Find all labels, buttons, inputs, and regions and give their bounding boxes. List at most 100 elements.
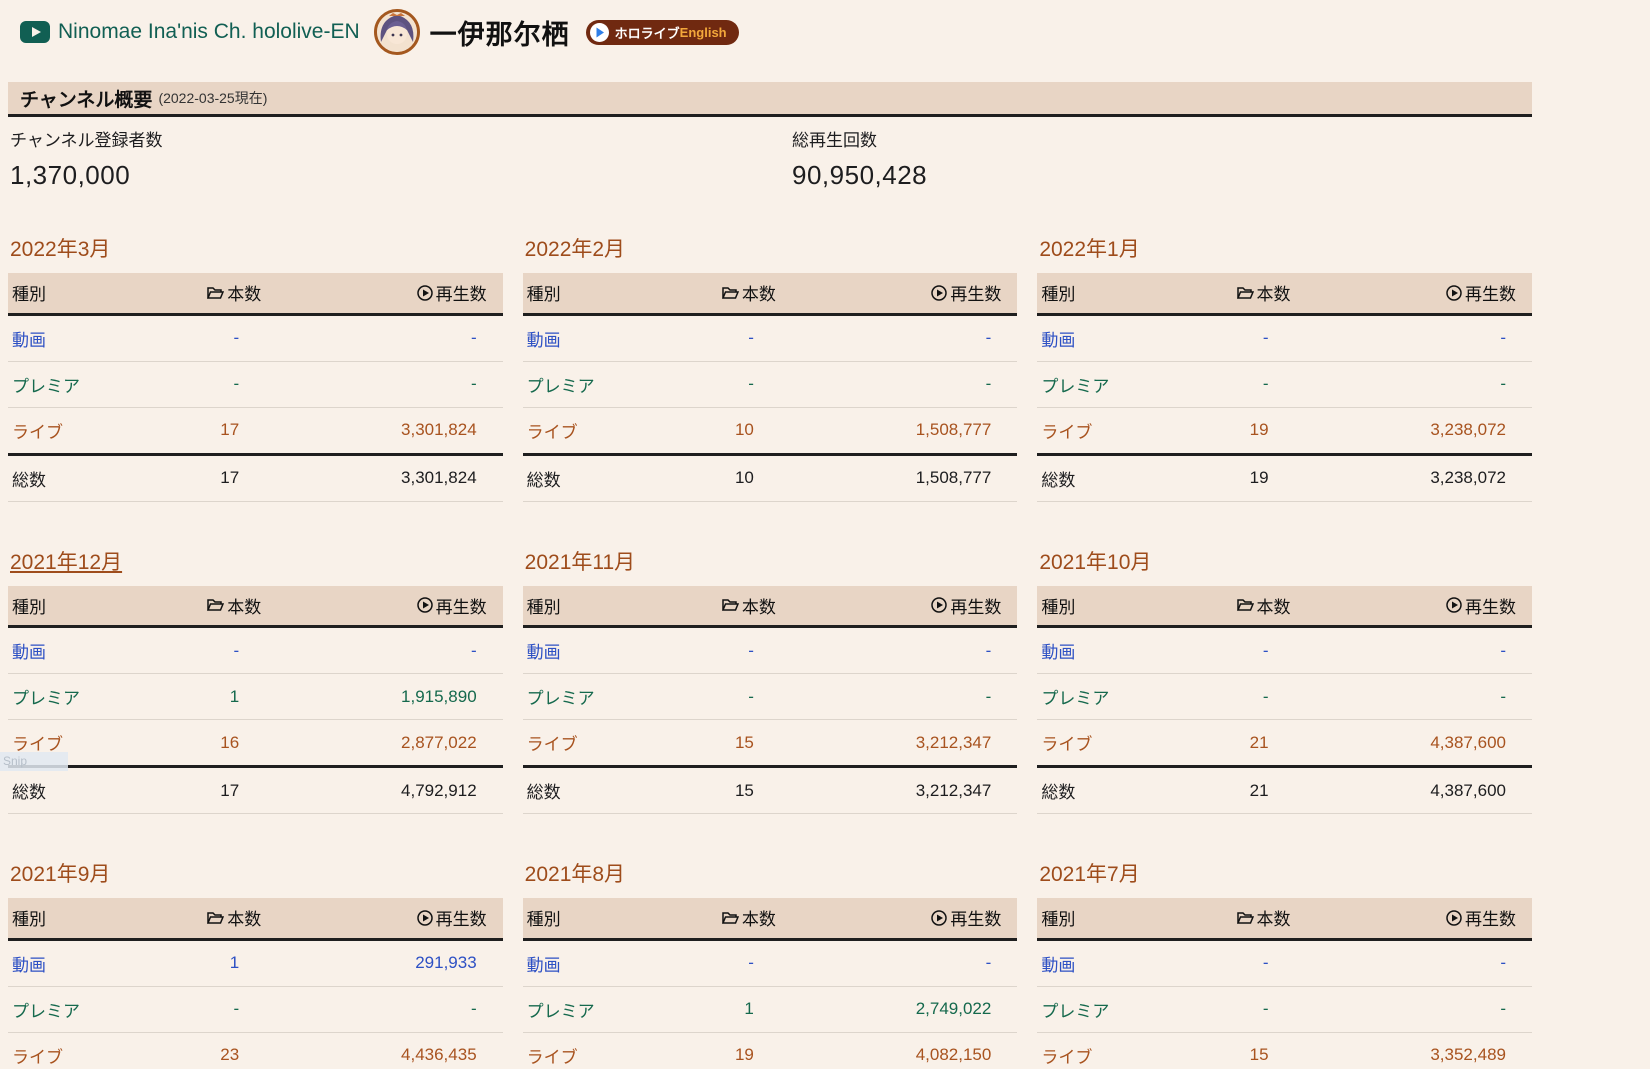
live-type-link[interactable]: ライブ bbox=[1041, 735, 1093, 754]
premiere-type-link[interactable]: プレミア bbox=[526, 689, 595, 708]
col-header-count-label: 本数 bbox=[741, 910, 776, 930]
live-type-link[interactable]: ライブ bbox=[12, 735, 63, 754]
col-header-views: 再生数 bbox=[1295, 273, 1532, 314]
live-type-link[interactable]: ライブ bbox=[526, 1047, 578, 1067]
total-count: 15 bbox=[734, 780, 754, 800]
video-type-link[interactable]: 動画 bbox=[1041, 330, 1076, 350]
total-count: 17 bbox=[220, 468, 240, 487]
col-header-count-label: 本数 bbox=[741, 285, 776, 305]
channel-avatar[interactable] bbox=[373, 9, 420, 55]
live-type-link[interactable]: ライブ bbox=[1041, 422, 1093, 442]
month-stats-table: 種別 本数 bbox=[1037, 898, 1532, 1069]
col-header-views-label: 再生数 bbox=[435, 285, 487, 304]
month-block: 2021年12月 種別 本数 bbox=[8, 546, 503, 815]
play-circle-icon bbox=[1446, 909, 1462, 926]
col-header-count: 本数 bbox=[651, 273, 780, 314]
video-type-link[interactable]: 動画 bbox=[12, 330, 46, 350]
play-circle-icon bbox=[416, 909, 433, 926]
youtube-icon bbox=[20, 21, 50, 43]
overview-title: チャンネル概要 bbox=[20, 89, 153, 111]
month-title-link[interactable]: 2022年2月 bbox=[524, 238, 626, 261]
premiere-count: - bbox=[1262, 374, 1269, 393]
col-header-count: 本数 bbox=[137, 586, 266, 627]
month-title-link[interactable]: 2021年8月 bbox=[524, 863, 626, 886]
month-title-link[interactable]: 2021年7月 bbox=[1039, 863, 1140, 886]
month-title-link[interactable]: 2021年9月 bbox=[10, 863, 111, 886]
video-type-link[interactable]: 動画 bbox=[526, 955, 561, 975]
col-header-views-label: 再生数 bbox=[950, 910, 1002, 929]
video-count: 1 bbox=[229, 953, 240, 972]
premiere-views: 1,915,890 bbox=[401, 686, 477, 706]
table-header-row: 種別 本数 bbox=[1037, 898, 1532, 939]
channel-overview: チャンネル概要 (2022-03-25現在) チャンネル登録者数 1,370,0… bbox=[8, 82, 1532, 205]
month-title-link[interactable]: 2022年3月 bbox=[10, 238, 111, 261]
table-row-premiere: プレミア - - bbox=[8, 361, 503, 407]
live-type-link[interactable]: ライブ bbox=[1041, 1047, 1093, 1067]
month-stats-table: 種別 本数 bbox=[522, 273, 1018, 502]
table-row-premiere: プレミア - - bbox=[1037, 361, 1532, 407]
table-row-premiere: プレミア - - bbox=[8, 986, 503, 1032]
video-type-link[interactable]: 動画 bbox=[526, 330, 561, 350]
live-views: 3,238,072 bbox=[1430, 420, 1506, 439]
premiere-count: 1 bbox=[229, 686, 240, 706]
premiere-views: - bbox=[1500, 999, 1506, 1018]
premiere-type-link[interactable]: プレミア bbox=[526, 376, 595, 396]
hololive-english-badge[interactable]: ホロライブ English bbox=[585, 19, 739, 45]
premiere-type-link[interactable]: プレミア bbox=[1041, 689, 1110, 708]
live-views: 2,877,022 bbox=[401, 732, 477, 752]
folder-icon bbox=[207, 911, 225, 925]
folder-icon bbox=[1236, 598, 1254, 612]
video-type-link[interactable]: 動画 bbox=[526, 643, 561, 662]
month-title-link[interactable]: 2022年1月 bbox=[1039, 238, 1140, 261]
col-header-type: 種別 bbox=[1041, 597, 1076, 617]
col-header-count-label: 本数 bbox=[227, 597, 262, 617]
video-views: 291,933 bbox=[415, 953, 477, 972]
total-views: 4,792,912 bbox=[401, 780, 477, 800]
play-circle-icon bbox=[931, 284, 948, 301]
col-header-count-label: 本数 bbox=[1256, 285, 1291, 305]
video-type-link[interactable]: 動画 bbox=[12, 955, 46, 975]
premiere-type-link[interactable]: プレミア bbox=[12, 376, 80, 396]
premiere-views: - bbox=[985, 686, 992, 706]
live-count: 21 bbox=[1249, 732, 1269, 752]
col-header-views: 再生数 bbox=[265, 273, 502, 314]
month-stats-table: 種別 本数 bbox=[8, 585, 503, 815]
col-header-views-label: 再生数 bbox=[1464, 597, 1516, 617]
month-title-link[interactable]: 2021年11月 bbox=[524, 550, 636, 574]
live-type-link[interactable]: ライブ bbox=[526, 735, 578, 754]
badge-label-jp: ホロライブ bbox=[614, 25, 680, 41]
live-type-link[interactable]: ライブ bbox=[12, 1047, 63, 1067]
live-count: 19 bbox=[734, 1045, 754, 1064]
month-title-link[interactable]: 2021年12月 bbox=[10, 550, 123, 574]
live-type-link[interactable]: ライブ bbox=[526, 422, 578, 442]
month-title-link[interactable]: 2021年10月 bbox=[1039, 550, 1152, 574]
video-type-link[interactable]: 動画 bbox=[1041, 643, 1076, 662]
video-type-link[interactable]: 動画 bbox=[12, 643, 46, 662]
table-header-row: 種別 本数 bbox=[8, 585, 503, 627]
video-count: - bbox=[1262, 640, 1269, 660]
play-circle-icon bbox=[416, 284, 433, 301]
channel-name-japanese: 一伊那尔栖 bbox=[429, 19, 570, 50]
premiere-views: - bbox=[1500, 374, 1506, 393]
table-row-video: 動画 - - bbox=[523, 939, 1018, 986]
table-row-live: ライブ 23 4,436,435 bbox=[8, 1032, 503, 1069]
video-count: - bbox=[1262, 328, 1269, 347]
table-row-live: ライブ 15 3,352,489 bbox=[1037, 1032, 1532, 1069]
channel-name-link[interactable]: Ninomae Ina'nis Ch. hololive-EN bbox=[58, 20, 360, 43]
col-header-views: 再生数 bbox=[780, 273, 1017, 314]
live-type-link[interactable]: ライブ bbox=[12, 422, 63, 442]
premiere-type-link[interactable]: プレミア bbox=[526, 1001, 595, 1021]
col-header-views-label: 再生数 bbox=[435, 597, 487, 617]
premiere-type-link[interactable]: プレミア bbox=[12, 1001, 80, 1021]
folder-icon bbox=[1236, 911, 1254, 925]
premiere-type-link[interactable]: プレミア bbox=[1041, 1001, 1110, 1021]
live-count: 15 bbox=[1249, 1045, 1269, 1064]
video-type-link[interactable]: 動画 bbox=[1041, 955, 1076, 975]
video-views: - bbox=[985, 953, 992, 972]
table-row-total: 総数 17 4,792,912 bbox=[8, 766, 503, 814]
table-row-premiere: プレミア 1 2,749,022 bbox=[522, 986, 1018, 1032]
folder-icon bbox=[721, 286, 739, 300]
premiere-type-link[interactable]: プレミア bbox=[12, 689, 80, 708]
premiere-type-link[interactable]: プレミア bbox=[1041, 376, 1110, 396]
live-views: 4,436,435 bbox=[401, 1045, 477, 1064]
